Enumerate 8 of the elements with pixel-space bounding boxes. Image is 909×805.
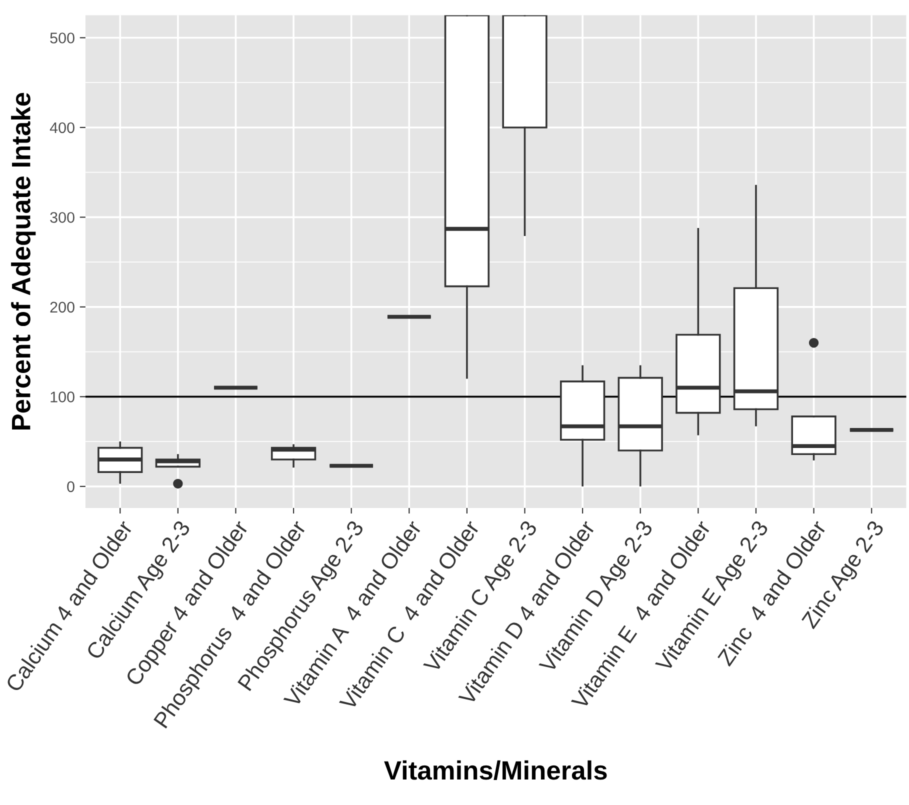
y-axis-title: Percent of Adequate Intake	[11, 92, 36, 430]
y-tick-label: 200	[50, 302, 74, 313]
x-axis-title: Vitamins/Minerals	[384, 760, 607, 780]
y-tick-label: 300	[50, 212, 74, 223]
y-tick-label: 0	[67, 481, 74, 492]
y-tick-label: 400	[50, 122, 74, 134]
y-tick-label: 100	[50, 392, 74, 402]
y-tick-label: 500	[50, 32, 74, 44]
